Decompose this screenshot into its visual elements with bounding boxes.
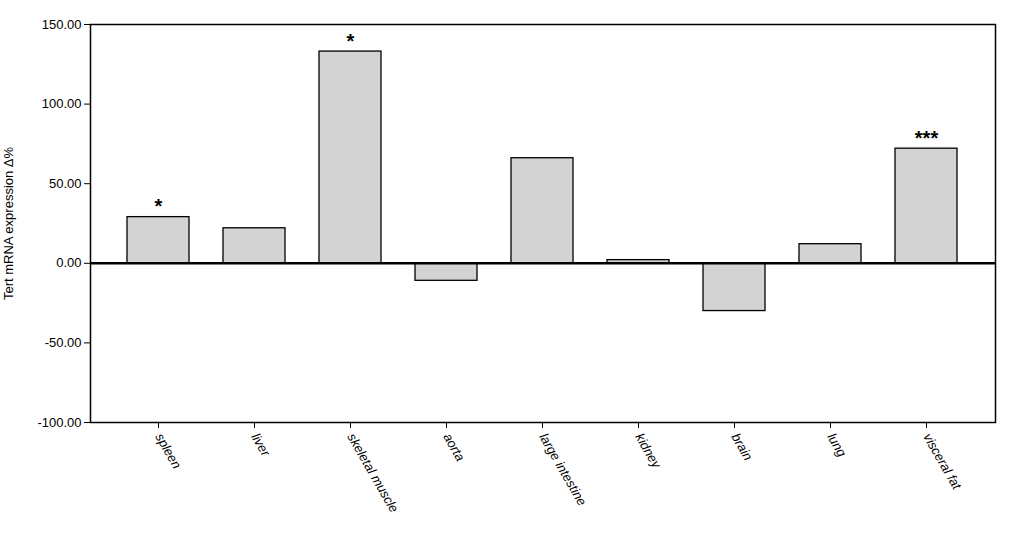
- svg-text:spleen: spleen: [152, 431, 184, 472]
- svg-text:50.00: 50.00: [49, 176, 82, 191]
- svg-text:-100.00: -100.00: [37, 415, 81, 430]
- svg-text:*: *: [155, 195, 163, 217]
- svg-text:100.00: 100.00: [42, 96, 82, 111]
- svg-text:skeletal muscle: skeletal muscle: [344, 431, 401, 515]
- svg-text:*: *: [347, 30, 355, 52]
- svg-text:kidney: kidney: [632, 431, 665, 472]
- svg-text:0.00: 0.00: [56, 255, 81, 270]
- svg-text:lung: lung: [824, 431, 850, 460]
- svg-text:liver: liver: [248, 431, 273, 460]
- svg-text:-50.00: -50.00: [45, 335, 82, 350]
- svg-text:aorta: aorta: [440, 431, 468, 464]
- svg-text:Tert mRNA expression Δ%: Tert mRNA expression Δ%: [1, 146, 16, 300]
- svg-text:***: ***: [915, 127, 939, 149]
- svg-text:brain: brain: [728, 431, 755, 464]
- svg-text:large intestine: large intestine: [536, 431, 589, 509]
- svg-text:150.00: 150.00: [42, 17, 82, 32]
- svg-text:visceral fat: visceral fat: [920, 431, 965, 494]
